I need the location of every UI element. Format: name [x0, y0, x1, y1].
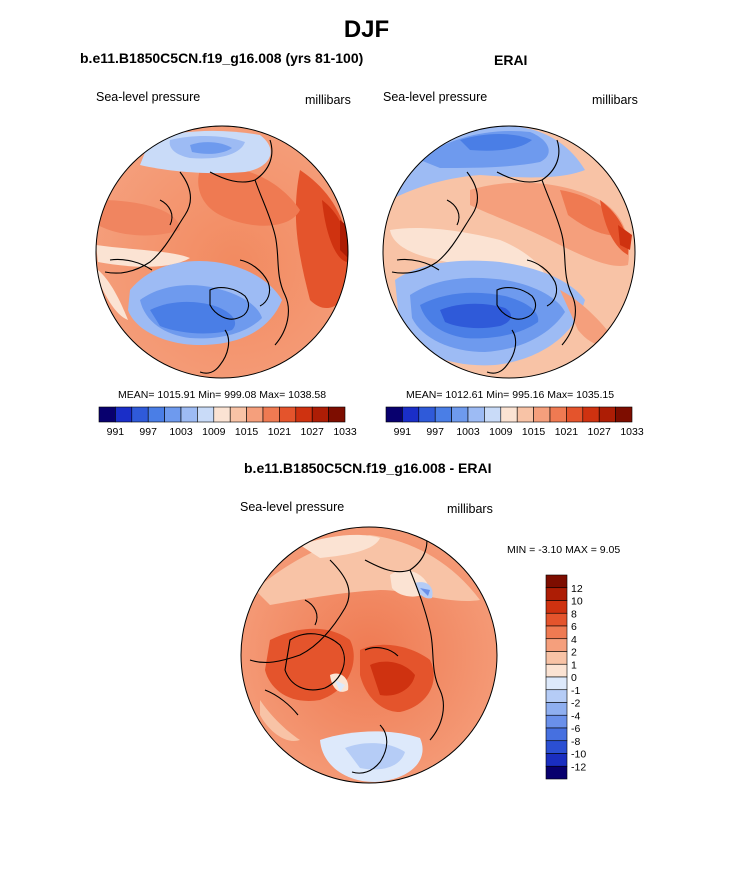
colorbar-swatch [164, 406, 182, 423]
colorbar-tick-label: 1021 [268, 426, 292, 438]
colorbar-tick-label: 1015 [522, 426, 546, 438]
colorbar-tick-label: 8 [571, 608, 577, 620]
colorbar-tick-label: 4 [571, 634, 577, 646]
model-panel-title: b.e11.B1850C5CN.f19_g16.008 (yrs 81-100) [80, 50, 364, 66]
colorbar-swatch [545, 612, 568, 627]
colorbar-tick-label: 1003 [169, 426, 193, 438]
colorbar-swatch [582, 406, 600, 423]
colorbar-tick-label: 1027 [588, 426, 612, 438]
colorbar-swatch [545, 638, 568, 652]
colorbar-swatch [545, 727, 568, 742]
colorbar-swatch [545, 600, 568, 614]
colorbar-swatch [98, 406, 116, 423]
colorbar-swatch [213, 406, 231, 423]
colorbar-tick-label: 1003 [456, 426, 480, 438]
colorbar-tick-label: 1027 [301, 426, 325, 438]
model-units-label: millibars [305, 93, 351, 107]
obs-colorbar: 991 997 1003 1009 1015 1021 1027 1033 [385, 406, 644, 438]
colorbar-tick-label: 1009 [489, 426, 513, 438]
colorbar-tick-label: 0 [571, 672, 577, 684]
colorbar-swatch [545, 663, 568, 678]
colorbar-swatch [484, 406, 502, 423]
colorbar-tick-label: -6 [571, 723, 580, 735]
colorbar-swatch [545, 753, 568, 767]
model-colorbar: 991 997 1003 1009 1015 1021 1027 1033 [98, 406, 357, 438]
colorbar-swatch [598, 406, 616, 423]
colorbar-swatch [516, 406, 534, 423]
colorbar-tick-label: 991 [107, 426, 125, 438]
colorbar-tick-label: 997 [139, 426, 157, 438]
colorbar-swatch [295, 406, 313, 423]
colorbar-swatch [545, 574, 568, 589]
colorbar-swatch [615, 406, 633, 423]
colorbar-swatch [545, 689, 568, 703]
colorbar-swatch [545, 676, 568, 691]
colorbar-tick-label: -12 [571, 761, 586, 773]
colorbar-swatch [115, 406, 133, 423]
colorbar-tick-label: 1021 [555, 426, 579, 438]
colorbar-swatch [500, 406, 518, 423]
colorbar-swatch [549, 406, 567, 423]
colorbar-swatch [566, 406, 584, 423]
obs-panel-title: ERAI [494, 52, 528, 68]
colorbar-tick-label: 10 [571, 596, 583, 608]
colorbar-tick-label: 1015 [235, 426, 259, 438]
colorbar-tick-label: -4 [571, 710, 580, 722]
obs-polar-map [382, 125, 636, 379]
colorbar-tick-label: 6 [571, 621, 577, 633]
colorbar-tick-label: 12 [571, 583, 583, 595]
colorbar-swatch [262, 406, 280, 423]
colorbar-swatch [434, 406, 452, 423]
colorbar-swatch [418, 406, 436, 423]
colorbar-swatch [545, 714, 568, 729]
colorbar-tick-label: 997 [426, 426, 444, 438]
obs-stats: MEAN= 1012.61 Min= 995.16 Max= 1035.15 [406, 389, 615, 401]
colorbar-tick-label: 2 [571, 647, 577, 659]
colorbar-swatch [131, 406, 149, 423]
colorbar-swatch [229, 406, 247, 423]
model-variable-label: Sea-level pressure [96, 90, 201, 104]
colorbar-swatch [451, 406, 469, 423]
colorbar-swatch [311, 406, 329, 423]
colorbar-swatch [147, 406, 165, 423]
colorbar-swatch [246, 406, 264, 423]
colorbar-swatch [545, 587, 568, 601]
colorbar-tick-label: 1009 [202, 426, 226, 438]
colorbar-swatch [545, 702, 568, 716]
colorbar-swatch [533, 406, 551, 423]
colorbar-swatch [545, 625, 568, 640]
obs-units-label: millibars [592, 93, 638, 107]
colorbar-swatch [467, 406, 485, 423]
colorbar-tick-label: 1 [571, 659, 577, 671]
diff-units-label: millibars [447, 502, 493, 516]
colorbar-tick-label: -1 [571, 685, 580, 697]
colorbar-tick-label: -8 [571, 736, 580, 748]
colorbar-tick-label: 991 [394, 426, 412, 438]
diff-polar-map [240, 526, 498, 784]
colorbar-swatch [545, 740, 568, 754]
colorbar-swatch [197, 406, 215, 423]
diff-panel-title: b.e11.B1850C5CN.f19_g16.008 - ERAI [244, 460, 492, 476]
colorbar-swatch [385, 406, 403, 423]
colorbar-tick-label: 1033 [333, 426, 357, 438]
colorbar-swatch [545, 765, 568, 780]
model-polar-map [95, 125, 349, 379]
diff-variable-label: Sea-level pressure [240, 500, 345, 514]
colorbar-swatch [545, 651, 568, 665]
colorbar-swatch [402, 406, 420, 423]
colorbar-swatch [279, 406, 297, 423]
colorbar-tick-label: -2 [571, 698, 580, 710]
colorbar-tick-label: 1033 [620, 426, 644, 438]
colorbar-tick-label: -10 [571, 749, 586, 761]
colorbar-swatch [180, 406, 198, 423]
page-title: DJF [343, 16, 390, 43]
diff-stats: MIN = -3.10 MAX = 9.05 [507, 544, 621, 556]
model-stats: MEAN= 1015.91 Min= 999.08 Max= 1038.58 [118, 389, 327, 401]
colorbar-swatch [328, 406, 346, 423]
obs-variable-label: Sea-level pressure [383, 90, 488, 104]
